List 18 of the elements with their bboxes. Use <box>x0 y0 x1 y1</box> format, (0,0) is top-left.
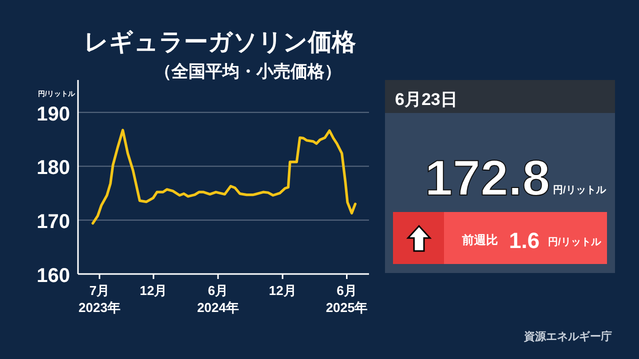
chart-subtitle: （全国平均・小売価格） <box>154 62 342 81</box>
text: 1.6 <box>509 228 540 253</box>
x-tick-label: 6月 2025年 <box>326 283 368 315</box>
text: 資源エネルギー庁 <box>523 330 612 343</box>
chart-title: レギュラーガソリン価格 <box>84 29 357 56</box>
text: 円/リットル <box>548 237 602 248</box>
y-tick-label: 170 <box>36 211 70 234</box>
x-tick-label: 7月 2023年 <box>78 283 120 315</box>
text: 172.8 <box>424 150 550 206</box>
x-tick-label: 12月 <box>140 283 168 298</box>
y-tick-label: 180 <box>36 157 70 180</box>
y-tick-label: 160 <box>36 265 70 287</box>
text: 6月23日 <box>395 90 458 109</box>
text: 前週比 <box>461 233 498 247</box>
x-tick-label: 12月 <box>268 283 296 298</box>
text: 円/リットル <box>553 185 607 196</box>
x-tick-label: 6月 2024年 <box>197 283 239 315</box>
y-tick-label: 190 <box>36 103 70 126</box>
